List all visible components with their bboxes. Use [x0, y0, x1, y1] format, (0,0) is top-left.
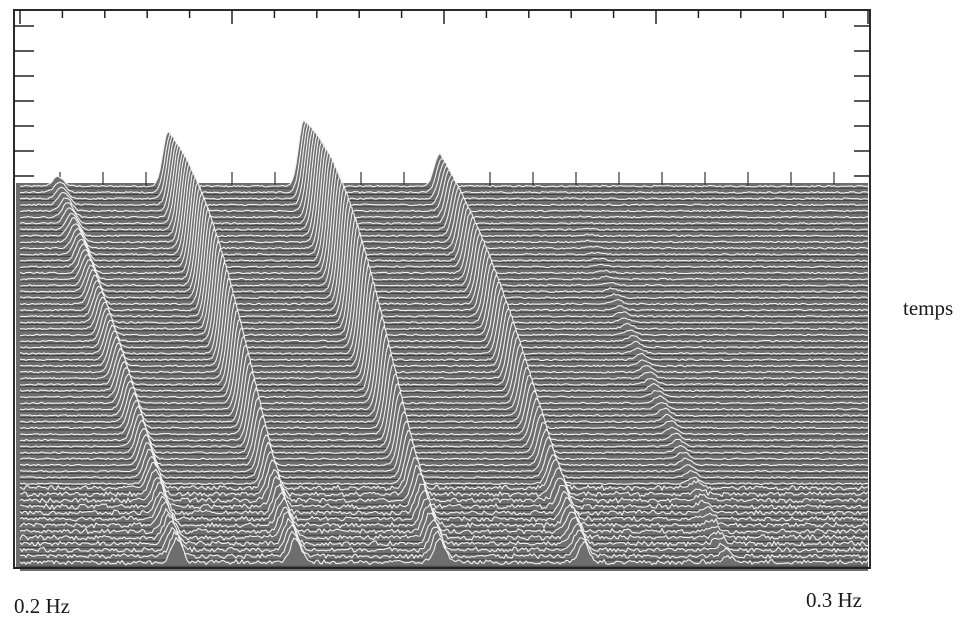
- trace-fill: [20, 307, 868, 404]
- spectrum-trace: [19, 190, 869, 306]
- spectrum-trace: [19, 383, 869, 448]
- spectrum-trace: [19, 401, 869, 461]
- spectrum-trace: [19, 391, 868, 455]
- x-axis-start-label: 0.2 Hz: [14, 594, 70, 618]
- spectrum-trace: [19, 212, 869, 324]
- spectrum-trace: [19, 198, 869, 312]
- spectrum-trace: [19, 411, 869, 467]
- spectrum-trace: [19, 165, 869, 275]
- spectrum-trace: [19, 129, 869, 213]
- spectrum-trace: [19, 120, 869, 194]
- trace-fill: [20, 484, 868, 522]
- spectrum-trace: [19, 510, 869, 541]
- spectrum-trace: [19, 429, 869, 479]
- trace-fill: [20, 421, 868, 479]
- spectrum-trace: [20, 174, 869, 287]
- spectrum-trace: [20, 151, 869, 256]
- spectrum-trace: [19, 131, 869, 219]
- spectrum-trace: [19, 122, 869, 200]
- spectrum-trace: [19, 354, 869, 430]
- spectrum-trace: [19, 179, 869, 293]
- spectrum-trace: [19, 530, 869, 560]
- spectrum-trace: [19, 315, 869, 405]
- spectrum-trace: [19, 306, 869, 399]
- spectrum-trace: [19, 344, 869, 424]
- spectrum-trace: [19, 125, 869, 207]
- spectrum-trace: [19, 490, 869, 523]
- spectrum-trace: [19, 503, 869, 535]
- trace-fill: [20, 156, 868, 268]
- spectrum-trace: [20, 247, 869, 355]
- spectrum-trace: [19, 161, 869, 269]
- spectrum-trace: [19, 263, 869, 368]
- spectrum-trace: [19, 133, 869, 225]
- spectrum-trace: [19, 218, 869, 331]
- spectrum-trace: [19, 363, 868, 436]
- spectrum-trace: [19, 496, 869, 529]
- spectrum-trace: [19, 299, 869, 393]
- trace-fill: [20, 525, 868, 559]
- spectrum-trace: [19, 224, 869, 337]
- spectrum-trace: [19, 325, 869, 411]
- spectrum-trace: [19, 473, 869, 510]
- spectrum-trace: [19, 156, 869, 262]
- time-axis-label: temps: [903, 296, 954, 320]
- spectrum-trace: [19, 232, 869, 343]
- spectrum-trace: [19, 185, 869, 300]
- spectrum-trace: [19, 140, 869, 238]
- spectrum-trace: [19, 290, 868, 386]
- spectrum-trace: [19, 205, 869, 318]
- spectrum-trace: [19, 256, 869, 362]
- trace-fill: [20, 123, 868, 206]
- spectrum-trace: [19, 536, 869, 566]
- spectrum-trace: [19, 170, 869, 281]
- spectrum-trace: [19, 334, 869, 417]
- trace-fill: [20, 132, 868, 224]
- spectrum-trace: [19, 147, 869, 250]
- spectrum-trace: [19, 136, 869, 231]
- spectrum-trace: [19, 446, 869, 491]
- spectrum-trace: [19, 483, 869, 516]
- spectrum-trace: [19, 420, 869, 473]
- spectrum-trace: [19, 272, 869, 374]
- spectrum-trace: [19, 282, 869, 380]
- trace-fill: [20, 537, 868, 571]
- x-axis-end-label: 0.3 Hz: [806, 588, 862, 612]
- spectrum-trace: [19, 373, 869, 442]
- plot-area: [13, 9, 871, 571]
- spectrum-trace: [19, 239, 869, 349]
- spectrum-trace: [20, 143, 868, 244]
- spectrum-trace: [19, 464, 869, 504]
- trace-fill: [20, 430, 868, 485]
